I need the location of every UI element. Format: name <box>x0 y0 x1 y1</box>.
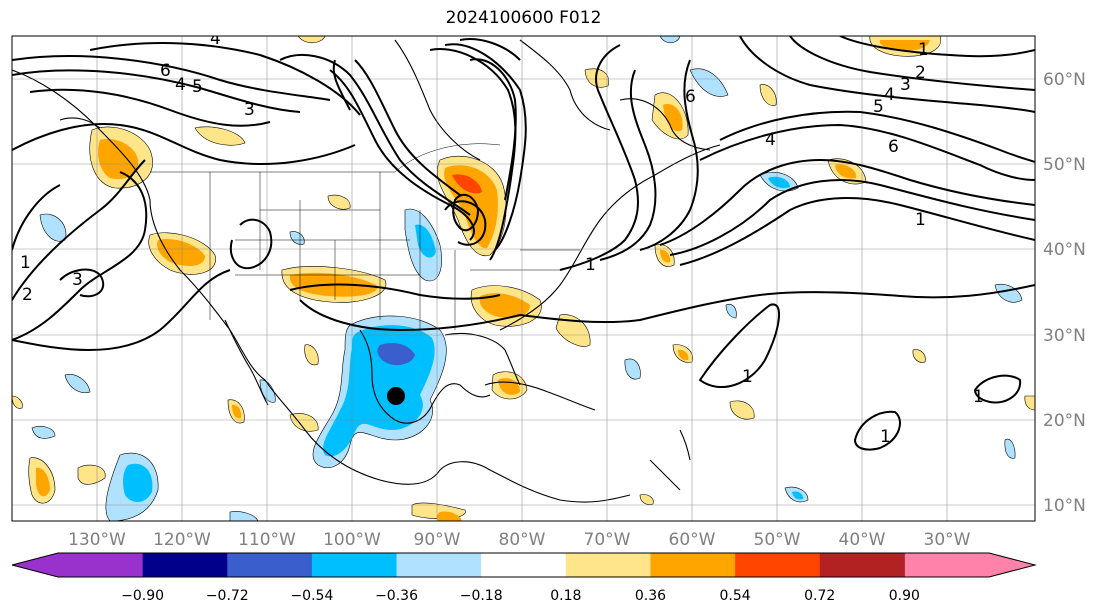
storm-center-marker <box>387 387 405 405</box>
contour-label: 4 <box>884 85 895 105</box>
contour-label: 1 <box>918 40 929 60</box>
contour-label: 5 <box>192 77 203 97</box>
map-title: 2024100600 F012 <box>445 8 602 28</box>
colorbar-segment <box>58 553 144 577</box>
lat-label: 50°N <box>1043 155 1086 175</box>
colorbar-tick-label: −0.18 <box>460 588 503 604</box>
contour-label: 6 <box>160 61 171 81</box>
contour-label: 3 <box>244 100 255 120</box>
colorbar-tick-label: −0.54 <box>290 588 333 604</box>
colorbar-tick-label: 0.90 <box>889 588 920 604</box>
colorbar-segment <box>819 553 905 577</box>
contour-label: 4 <box>210 29 221 49</box>
contour-label: 1 <box>742 367 753 387</box>
latitude-labels: 60°N 50°N 40°N 30°N 20°N 10°N <box>1043 70 1086 516</box>
contour-label: 6 <box>685 87 696 107</box>
colorbar-tick-label: 0.18 <box>550 588 581 604</box>
colorbar-segment <box>227 553 313 577</box>
lon-label: 130°W <box>68 530 126 550</box>
contour-label: 1 <box>20 253 31 273</box>
lon-label: 90°W <box>414 530 461 550</box>
lon-label: 40°W <box>839 530 886 550</box>
colorbar-segment <box>311 553 398 577</box>
contour-label: 1 <box>585 255 596 275</box>
longitude-labels: 130°W 120°W 110°W 100°W 90°W 80°W 70°W 6… <box>68 530 971 550</box>
lon-label: 120°W <box>153 530 211 550</box>
colorbar-segment <box>481 553 567 577</box>
colorbar-segment <box>650 553 736 577</box>
contour-label: 2 <box>915 63 926 83</box>
lon-label: 80°W <box>499 530 546 550</box>
map-frame <box>12 36 1035 521</box>
contour-label-group: 6 4 5 3 4 1 2 3 1 1 1 6 4 6 5 4 3 2 1 1 … <box>20 29 984 447</box>
lon-label: 60°W <box>669 530 716 550</box>
lat-label: 20°N <box>1043 411 1086 431</box>
contour-label: 4 <box>175 75 186 95</box>
contour-label: 1 <box>915 210 926 230</box>
contour-label: 2 <box>22 285 33 305</box>
contour-label: 4 <box>765 130 776 150</box>
colorbar-segment <box>735 553 821 577</box>
colorbar-segment <box>142 553 228 577</box>
lon-label: 70°W <box>584 530 631 550</box>
colorbar-segment <box>565 553 651 577</box>
lon-label: 50°W <box>754 530 801 550</box>
colorbar-tick-label: 0.54 <box>720 588 751 604</box>
colorbar-tick-label: 0.72 <box>804 588 835 604</box>
lon-label: 110°W <box>238 530 296 550</box>
lon-label: 100°W <box>323 530 381 550</box>
colorbar-tick-label: −0.72 <box>206 588 249 604</box>
contour-label: 1 <box>880 427 891 447</box>
lat-label: 60°N <box>1043 70 1086 90</box>
lat-label: 30°N <box>1043 326 1086 346</box>
colorbar-right-extension <box>989 553 1035 577</box>
colorbar: −0.90 −0.72 −0.54 −0.36 −0.18 0.18 0.36 … <box>11 552 1037 604</box>
contour-label: 6 <box>888 137 899 157</box>
coastlines <box>12 39 721 503</box>
colorbar-segment <box>396 553 482 577</box>
colorbar-tick-label: −0.36 <box>375 588 418 604</box>
gridlines <box>12 36 1035 521</box>
contour-label: 1 <box>973 387 984 407</box>
map-border <box>11 35 1036 522</box>
colorbar-segment <box>904 553 989 577</box>
contour-label: 3 <box>72 270 83 290</box>
colorbar-outline <box>11 552 1037 578</box>
colorbar-tick-label: 0.36 <box>635 588 666 604</box>
lat-label: 40°N <box>1043 240 1086 260</box>
lon-label: 30°W <box>924 530 971 550</box>
contour-label: 3 <box>900 75 911 95</box>
lat-label: 10°N <box>1043 496 1086 516</box>
colorbar-tick-label: −0.90 <box>121 588 164 604</box>
colorbar-left-extension <box>12 553 58 577</box>
contour-label: 5 <box>873 97 884 117</box>
political-borders <box>150 143 580 330</box>
contour-lines <box>12 36 1035 451</box>
